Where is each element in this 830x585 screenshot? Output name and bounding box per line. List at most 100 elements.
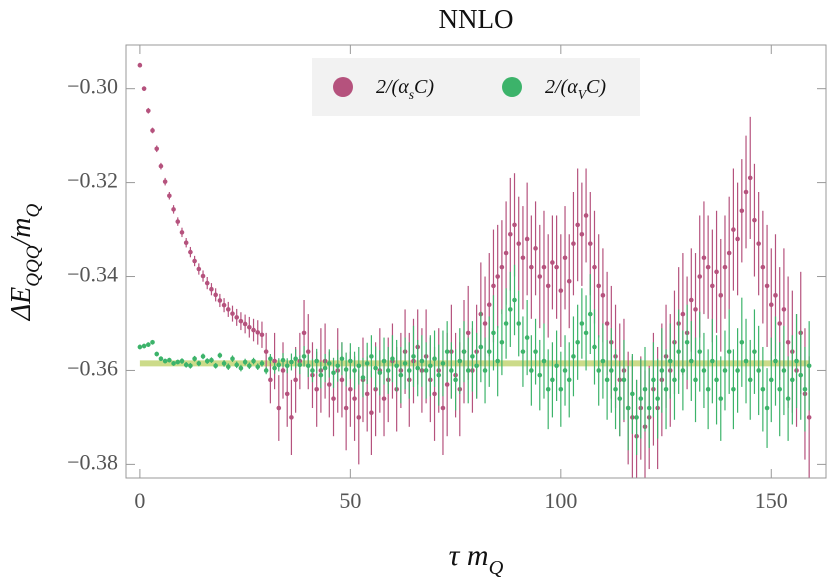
- point: [773, 358, 778, 364]
- point: [428, 363, 433, 369]
- point: [579, 231, 585, 237]
- subscript: s: [409, 87, 414, 102]
- point: [697, 274, 703, 279]
- point: [196, 361, 202, 366]
- point: [137, 62, 143, 68]
- point: [705, 386, 711, 392]
- point: [364, 361, 370, 366]
- point: [516, 321, 522, 326]
- point: [571, 354, 576, 359]
- point: [722, 264, 728, 270]
- point: [251, 327, 256, 333]
- point: [327, 382, 332, 387]
- point: [251, 358, 256, 364]
- point: [806, 363, 812, 369]
- point: [188, 249, 193, 255]
- point: [491, 283, 496, 289]
- point: [432, 391, 437, 397]
- x-tick-label: 100: [544, 488, 577, 513]
- point: [242, 321, 248, 327]
- point: [524, 335, 530, 340]
- point: [731, 227, 736, 232]
- point: [268, 356, 273, 362]
- point: [154, 146, 160, 152]
- label-text: C): [586, 76, 606, 98]
- legend-box: [312, 58, 640, 116]
- point: [406, 368, 412, 373]
- point: [554, 264, 559, 270]
- point: [600, 358, 606, 364]
- point: [204, 280, 210, 286]
- point: [411, 354, 416, 359]
- point: [579, 321, 585, 326]
- point: [280, 368, 286, 373]
- point: [192, 356, 197, 362]
- point: [781, 307, 787, 312]
- point: [503, 250, 509, 256]
- point: [777, 386, 782, 392]
- y-tick-label: −0.38: [67, 449, 118, 474]
- point: [773, 293, 778, 298]
- point: [794, 358, 799, 364]
- point: [440, 361, 446, 366]
- point: [562, 255, 568, 261]
- point: [327, 361, 332, 366]
- point: [369, 354, 374, 359]
- point: [167, 193, 172, 199]
- point: [524, 236, 530, 242]
- point: [449, 368, 454, 373]
- point: [575, 222, 580, 228]
- point: [247, 324, 252, 330]
- point: [171, 207, 176, 212]
- point: [634, 415, 639, 420]
- x-tick-label: 0: [134, 488, 145, 513]
- point: [798, 372, 804, 378]
- point: [520, 349, 526, 354]
- point: [461, 349, 467, 354]
- point: [495, 274, 500, 279]
- legend-marker: [333, 77, 353, 97]
- x-tick-label: 50: [339, 488, 361, 513]
- point: [272, 365, 277, 371]
- point: [604, 377, 610, 383]
- point: [705, 264, 711, 270]
- point: [453, 377, 458, 383]
- point: [238, 318, 244, 324]
- point: [558, 288, 564, 293]
- point: [747, 175, 753, 181]
- point: [470, 354, 475, 359]
- point: [352, 368, 357, 373]
- point: [234, 362, 240, 368]
- point: [714, 377, 719, 383]
- point: [752, 217, 757, 223]
- point: [689, 297, 694, 303]
- point: [141, 343, 147, 349]
- subscript: Q: [23, 203, 44, 217]
- point: [642, 386, 648, 392]
- point: [310, 368, 315, 373]
- point: [646, 405, 652, 411]
- point: [301, 330, 307, 336]
- point: [693, 307, 698, 312]
- y-tick-label: −0.34: [67, 262, 118, 287]
- point: [672, 377, 677, 383]
- point: [432, 356, 437, 362]
- point: [402, 361, 408, 366]
- point: [550, 260, 555, 265]
- point: [495, 358, 500, 364]
- point: [444, 349, 450, 354]
- point: [680, 368, 686, 373]
- point: [566, 377, 572, 383]
- point: [676, 349, 681, 354]
- point: [171, 361, 176, 366]
- point: [272, 358, 277, 364]
- point: [731, 386, 736, 392]
- label-text: τ m: [449, 539, 489, 572]
- point: [390, 356, 395, 362]
- point: [680, 311, 686, 317]
- point: [381, 396, 387, 401]
- point: [533, 246, 538, 251]
- point: [415, 365, 421, 371]
- point: [583, 213, 589, 218]
